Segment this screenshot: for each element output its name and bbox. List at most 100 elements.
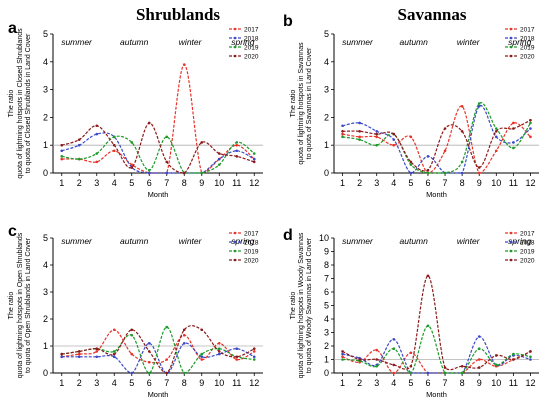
data-point-2017-m9 <box>477 171 481 175</box>
x-tick-label: 4 <box>391 178 396 188</box>
data-point-2020-m8 <box>460 364 464 368</box>
x-tick-label: 8 <box>460 378 465 388</box>
data-point-2020-m3 <box>375 132 379 136</box>
data-point-2018-m1 <box>341 352 344 356</box>
data-point-2017-m1 <box>60 157 64 161</box>
data-point-2018-m3 <box>95 355 99 359</box>
data-point-2020-m12 <box>529 350 532 353</box>
x-axis-label: Month <box>148 190 169 199</box>
data-point-2020-m4 <box>392 363 396 367</box>
y-tick-label: 0 <box>324 168 329 178</box>
x-tick-label: 7 <box>443 378 448 388</box>
data-point-2018-m6 <box>147 171 151 175</box>
y-tick-label: 1 <box>324 355 329 365</box>
data-point-2020-m5 <box>409 160 413 164</box>
data-point-2017-m8 <box>460 104 464 108</box>
legend-marker-2017 <box>233 231 237 235</box>
data-point-2020-m12 <box>252 160 256 164</box>
data-point-2019-m10 <box>217 163 221 166</box>
data-point-2019-m11 <box>512 146 515 150</box>
data-point-2020-m5 <box>130 328 134 332</box>
y-tick-label: 2 <box>43 314 48 324</box>
y-tick-label: 1 <box>43 341 48 351</box>
season-label-winter: winter <box>457 37 481 47</box>
x-tick-label: 1 <box>59 378 64 388</box>
data-point-2019-m5 <box>409 163 413 166</box>
legend-label-2019: 2019 <box>244 44 259 51</box>
x-tick-label: 7 <box>443 178 448 188</box>
series-line-2019 <box>61 326 255 374</box>
data-point-2018-m12 <box>529 358 532 361</box>
data-point-2019-m1 <box>60 155 64 158</box>
x-axis-label: Month <box>148 390 169 399</box>
x-tick-label: 3 <box>94 178 99 188</box>
series-line-2019 <box>342 102 532 174</box>
legend-label-2020: 2020 <box>520 257 535 264</box>
data-point-2017-m6 <box>147 360 151 364</box>
series-line-2018 <box>61 132 255 174</box>
data-point-2018-m12 <box>252 355 256 359</box>
x-tick-label: 9 <box>199 378 204 388</box>
data-point-2020-m7 <box>165 160 169 164</box>
data-point-2018-m4 <box>392 138 396 141</box>
x-tick-label: 3 <box>374 378 379 388</box>
data-point-2020-m1 <box>341 350 344 353</box>
legend-marker-2018 <box>509 240 513 244</box>
x-tick-label: 11 <box>509 378 518 388</box>
data-point-2020-m2 <box>358 130 361 133</box>
y-tick-label: 1 <box>43 140 48 150</box>
x-tick-label: 4 <box>112 378 117 388</box>
data-point-2018-m10 <box>217 352 221 356</box>
y-tick-label: 4 <box>43 260 48 270</box>
x-tick-label: 1 <box>340 178 345 188</box>
data-point-2019-m4 <box>392 347 396 351</box>
data-point-2019-m1 <box>341 358 344 361</box>
data-point-2020-m6 <box>426 274 430 278</box>
data-point-2017-m7 <box>165 358 169 361</box>
data-point-2019-m10 <box>494 127 498 130</box>
x-tick-label: 11 <box>232 378 241 388</box>
y-tick-label: 7 <box>324 274 329 284</box>
data-point-2020-m3 <box>95 347 99 351</box>
legend-marker-2018 <box>509 36 513 40</box>
data-point-2018-m1 <box>341 124 344 128</box>
data-point-2017-m11 <box>235 143 239 147</box>
data-point-2020-m3 <box>375 358 379 361</box>
data-point-2018-m5 <box>130 371 134 375</box>
x-tick-label: 6 <box>425 378 430 388</box>
data-point-2020-m4 <box>112 143 116 147</box>
data-point-2020-m10 <box>494 130 498 133</box>
data-point-2018-m6 <box>426 155 430 158</box>
data-point-2020-m5 <box>409 364 413 368</box>
x-tick-label: 9 <box>477 378 482 388</box>
data-point-2019-m2 <box>358 138 361 141</box>
data-point-2018-m6 <box>426 371 430 375</box>
data-point-2020-m10 <box>494 354 498 357</box>
data-point-2018-m2 <box>358 121 361 125</box>
x-tick-label: 6 <box>147 378 152 388</box>
data-point-2018-m11 <box>235 149 239 153</box>
data-point-2019-m10 <box>494 363 498 367</box>
data-point-2017-m5 <box>409 351 413 355</box>
y-tick-label: 9 <box>324 247 329 257</box>
data-point-2019-m1 <box>341 135 344 139</box>
data-point-2019-m12 <box>252 152 256 155</box>
series-line-2017 <box>342 105 531 174</box>
data-point-2020-m11 <box>512 358 515 361</box>
data-point-2020-m8 <box>460 130 464 133</box>
x-tick-label: 11 <box>232 178 241 188</box>
data-point-2020-m7 <box>165 371 169 375</box>
data-point-2020-m6 <box>147 350 151 353</box>
x-tick-label: 2 <box>77 178 82 188</box>
legend-label-2017: 2017 <box>244 26 259 33</box>
data-point-2017-m12 <box>252 350 256 353</box>
legend-label-2018: 2018 <box>520 35 535 42</box>
data-point-2020-m3 <box>95 124 99 128</box>
x-tick-label: 8 <box>182 378 187 388</box>
data-point-2020-m7 <box>443 366 447 369</box>
data-point-2020-m2 <box>77 138 81 141</box>
x-tick-label: 5 <box>408 378 413 388</box>
y-axis-label-line-3: to quota of Savannas in Land Cover <box>306 47 313 159</box>
